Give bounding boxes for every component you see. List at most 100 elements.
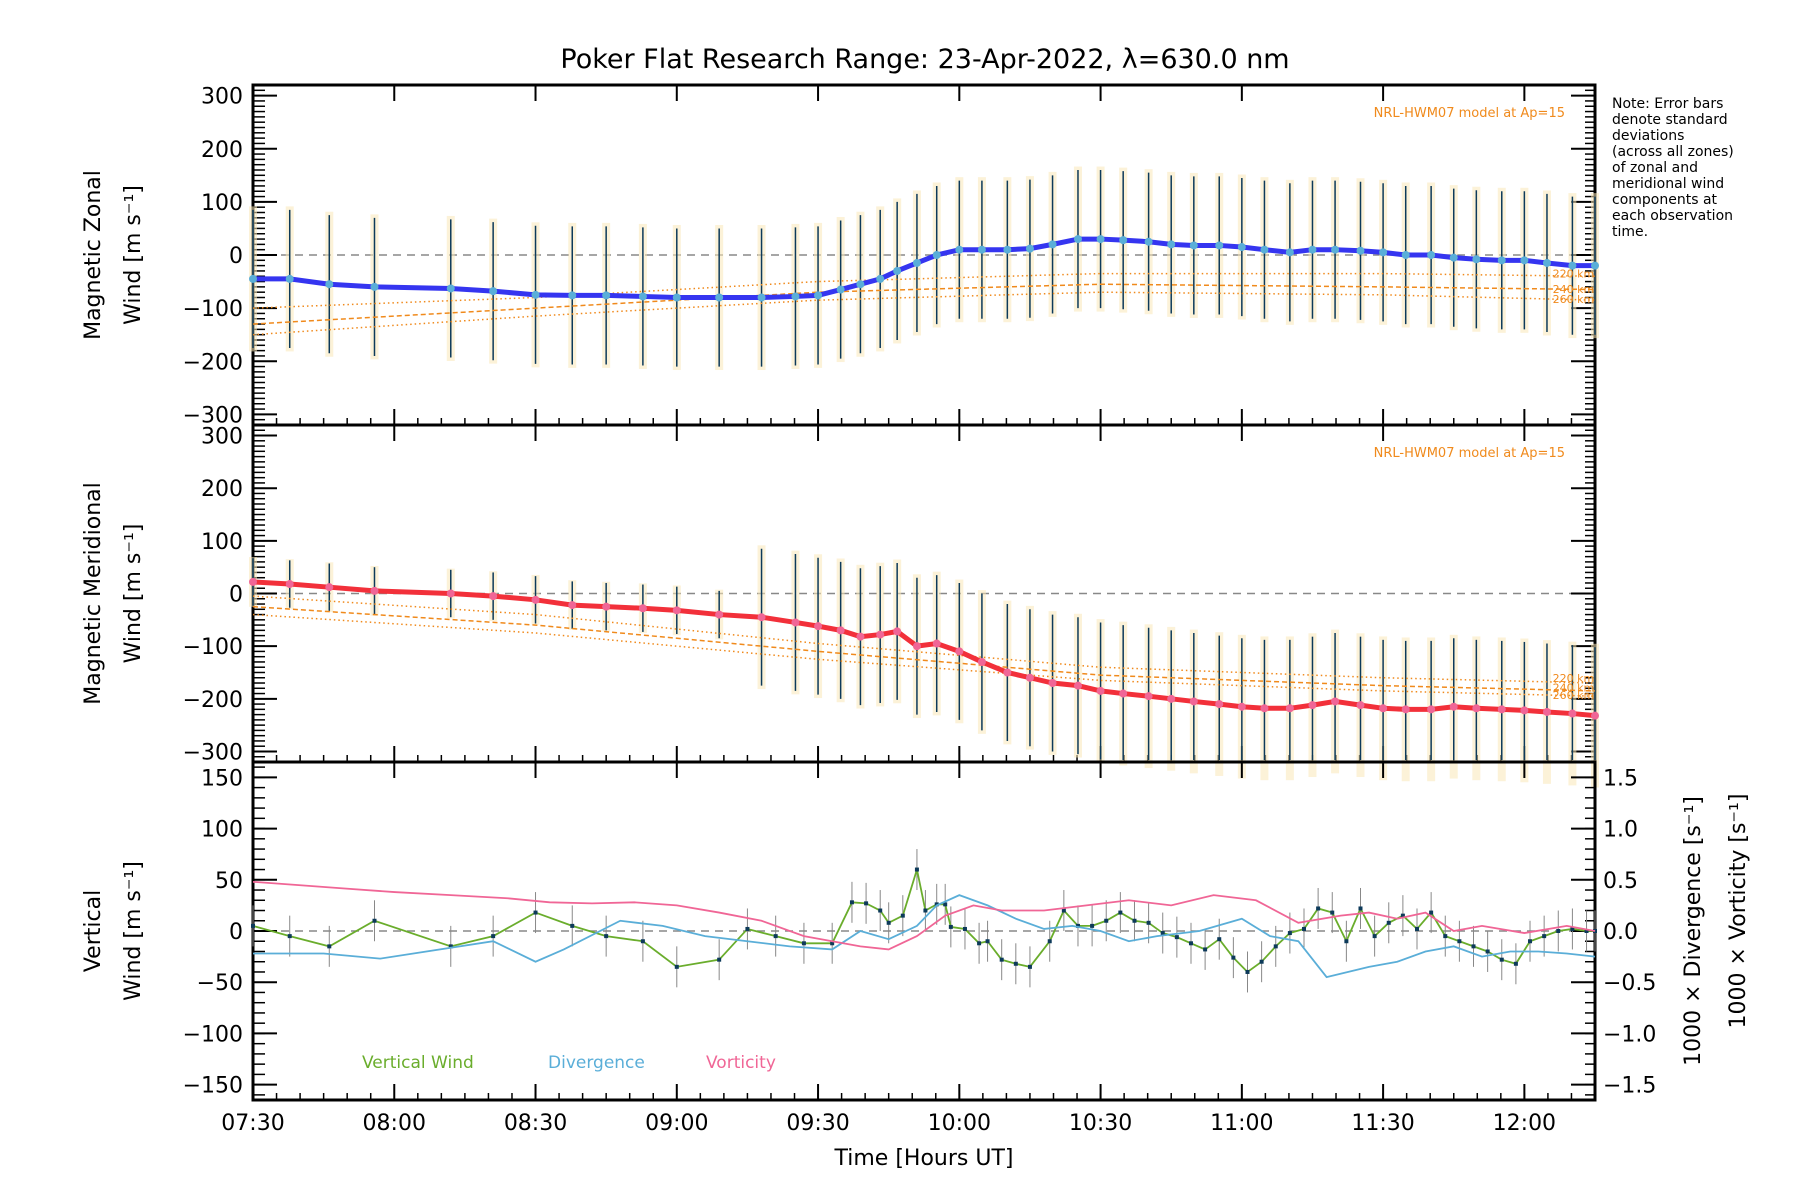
y-tick-label: 0 [229, 583, 243, 608]
data-point [1047, 939, 1052, 944]
y-tick-label: 0 [229, 920, 243, 945]
data-point [1048, 240, 1057, 249]
data-point [773, 934, 778, 939]
data-point [1449, 702, 1458, 711]
data-point [1308, 245, 1317, 254]
data-point [999, 957, 1004, 962]
data-point [672, 606, 681, 615]
model-altitude-label: 240 km [1553, 682, 1595, 695]
data-point [1025, 244, 1034, 253]
data-point [836, 626, 845, 635]
data-point [1472, 255, 1481, 264]
panel-zonal: 300 200 100 0 −100 −200 −300 Magnetic Zonal Wind… [81, 83, 1599, 428]
data-point [912, 642, 921, 651]
note-line: meridional wind [1612, 176, 1724, 192]
data-point [1119, 236, 1128, 245]
data-point [1499, 957, 1504, 962]
x-tick-label: 10:00 [928, 1111, 991, 1136]
x-tick-label: 11:00 [1210, 1111, 1273, 1136]
data-point [912, 258, 921, 267]
x-axis-label: Time [Hours UT] [834, 1146, 1014, 1171]
data-point [1144, 237, 1153, 246]
data-point [251, 923, 255, 928]
data-point [914, 867, 919, 872]
y2-tick-label: −1.5 [1603, 1074, 1656, 1099]
y-axis-label-line2: Wind [m s⁻¹] [121, 185, 146, 325]
y-tick-label: 300 [201, 425, 243, 450]
legend-item: Vorticity [706, 1053, 776, 1073]
x-tick-label: 09:30 [786, 1111, 849, 1136]
data-point [287, 934, 292, 939]
data-point [1259, 959, 1264, 964]
data-point [836, 285, 845, 294]
data-point [962, 926, 967, 931]
data-point [638, 604, 647, 613]
data-point [1167, 694, 1176, 703]
data-point [1497, 256, 1506, 265]
y-tick-label: 200 [201, 138, 243, 163]
data-point [717, 957, 722, 962]
data-point [1400, 913, 1405, 918]
data-point [1330, 910, 1335, 915]
data-point [814, 291, 823, 300]
y-tick-label: 100 [201, 530, 243, 555]
data-point [1513, 961, 1518, 966]
data-point [1215, 241, 1224, 250]
model-line-1 [252, 272, 1596, 309]
model-line-2 [252, 605, 1596, 692]
data-point [1203, 947, 1208, 952]
y-axis-label-line2: Wind [m s⁻¹] [121, 524, 146, 664]
data-point [638, 292, 647, 301]
y-tick-label: 100 [201, 818, 243, 843]
data-point [370, 282, 379, 291]
chart-title: Poker Flat Research Range: 23-Apr-2022, … [560, 44, 1289, 75]
data-point [1591, 711, 1599, 720]
data-point [1344, 939, 1349, 944]
data-point [864, 901, 869, 906]
data-point [878, 908, 883, 913]
note-line: of zonal and [1612, 160, 1698, 176]
data-point [1167, 240, 1176, 249]
data-point [1331, 245, 1340, 254]
data-point [1443, 934, 1448, 939]
data-point [1217, 937, 1222, 942]
y-tick-label: −300 [183, 740, 243, 765]
y-tick-label: −50 [197, 971, 243, 996]
data-point [1104, 918, 1109, 923]
data-point [985, 939, 990, 944]
x-tick-label: 12:00 [1493, 1111, 1556, 1136]
y-tick-label: 50 [215, 869, 243, 894]
data-point [1542, 707, 1551, 716]
data-point [757, 613, 766, 622]
data-point [1215, 700, 1224, 709]
data-point [977, 245, 986, 254]
data-point [489, 287, 498, 296]
data-point [640, 939, 645, 944]
y-axis-label-line2: Wind [m s⁻¹] [121, 861, 146, 1001]
data-point [1429, 910, 1434, 915]
data-point [934, 902, 939, 907]
data-point [531, 595, 540, 604]
data-point [1449, 253, 1458, 262]
data-point [943, 902, 948, 907]
data-point [791, 292, 800, 301]
model-line-2 [252, 283, 1596, 325]
model-line-3 [252, 613, 1596, 697]
data-point [1427, 251, 1436, 259]
data-point [1415, 926, 1420, 931]
y2-tick-label: 0.0 [1603, 920, 1638, 945]
data-point [977, 657, 986, 666]
data-point [1273, 944, 1278, 949]
data-point [1132, 918, 1137, 923]
data-point [249, 577, 257, 586]
data-point [672, 293, 681, 302]
y-tick-label: 150 [201, 766, 243, 791]
model-label: NRL-HWM07 model at Ap=15 [1374, 106, 1565, 121]
y2-tick-label: 0.5 [1603, 869, 1638, 894]
data-point [1189, 697, 1198, 706]
data-point [1372, 934, 1377, 939]
y2-axis-label-divergence: 1000 × Divergence [s⁻¹] [1681, 796, 1706, 1066]
data-point [1075, 923, 1080, 928]
y-tick-label: −100 [183, 635, 243, 660]
